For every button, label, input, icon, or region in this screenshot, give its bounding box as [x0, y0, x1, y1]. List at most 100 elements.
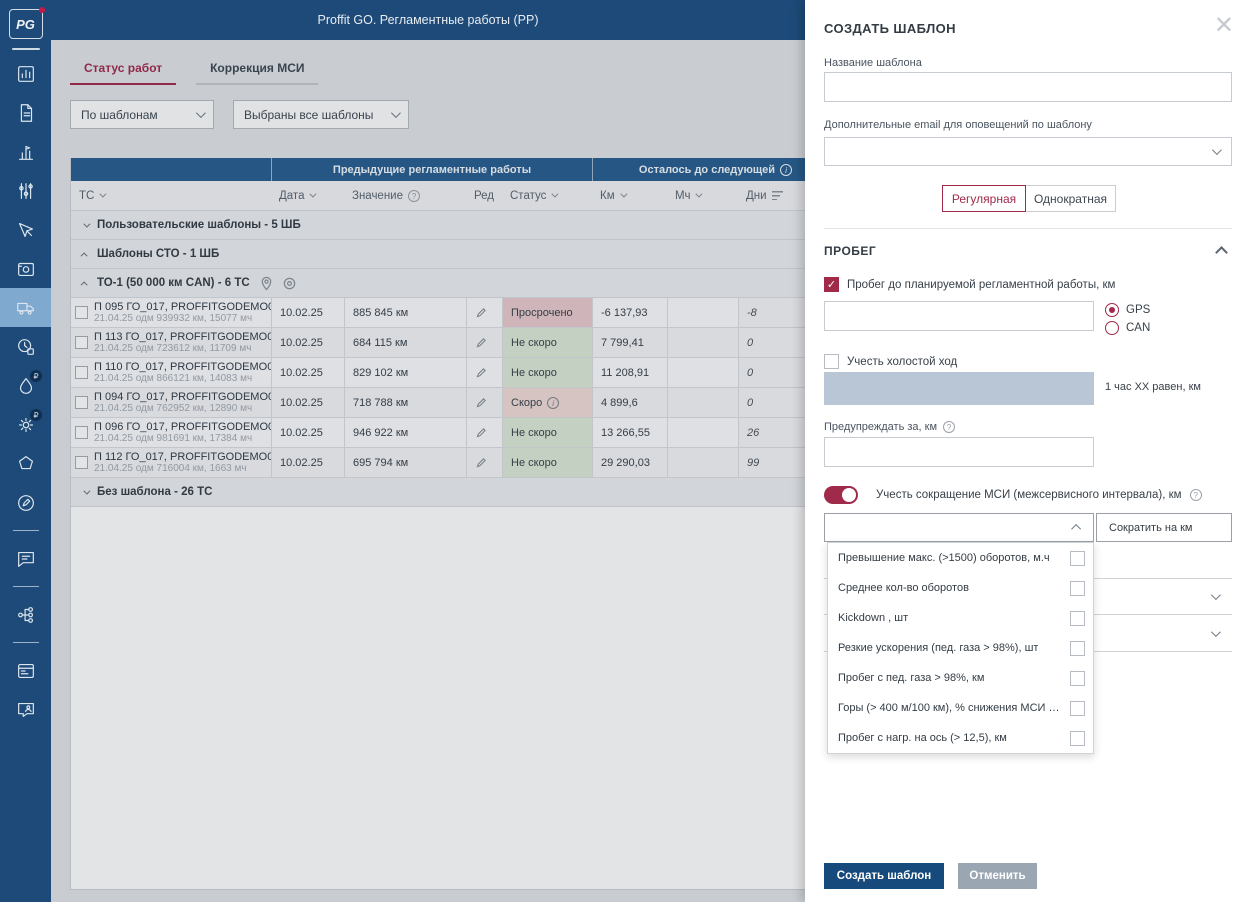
dropdown-option[interactable]: Пробег с пед. газа > 98%, км — [828, 663, 1093, 693]
dropdown-option-checkbox[interactable] — [1070, 610, 1085, 626]
dropdown-option[interactable]: Пробег с нагр. на ось (> 12,5), км — [828, 723, 1093, 753]
column-header[interactable]: Км — [592, 190, 667, 202]
table-row[interactable]: П 096 ГО_017, PROFFITGODEMO0096 21.04.25… — [71, 418, 805, 448]
sidebar-item-messages[interactable] — [0, 539, 51, 578]
sidebar-item-reports[interactable] — [0, 93, 51, 132]
target-icon[interactable] — [282, 276, 297, 291]
dropdown-option-checkbox[interactable] — [1070, 670, 1085, 686]
column-header-icon[interactable] — [695, 190, 703, 198]
sidebar-item-edit[interactable] — [0, 483, 51, 522]
column-header-icon[interactable] — [309, 190, 317, 198]
column-header[interactable]: Статус — [502, 190, 592, 202]
sidebar-item-history[interactable] — [0, 327, 51, 366]
sidebar-item-telemetry[interactable] — [0, 210, 51, 249]
tab-work-status[interactable]: Статус работ — [70, 55, 177, 85]
collapse-chevron-icon[interactable] — [80, 251, 88, 259]
row-checkbox[interactable] — [75, 306, 88, 319]
mileage-checkbox[interactable]: ✓ — [824, 277, 839, 292]
collapse-chevron-icon[interactable] — [80, 280, 88, 288]
edit-cell[interactable] — [466, 328, 502, 357]
table-row[interactable]: П 113 ГО_017, PROFFITGODEMO0113 21.04.25… — [71, 328, 805, 358]
dropdown-option[interactable]: Среднее кол-во оборотов — [828, 573, 1093, 603]
gps-radio[interactable] — [1105, 303, 1119, 317]
column-header-icon[interactable] — [619, 190, 628, 198]
group-by-dropdown[interactable]: По шаблонам — [70, 100, 214, 129]
row-checkbox[interactable] — [75, 456, 88, 469]
edit-cell[interactable] — [466, 448, 502, 477]
column-header[interactable]: Мч — [667, 190, 738, 202]
section-collapse-icon[interactable] — [1215, 246, 1228, 259]
sidebar-item-settings[interactable] — [0, 171, 51, 210]
can-radio-row[interactable]: CAN — [1105, 321, 1150, 335]
column-header[interactable]: Ред — [474, 189, 495, 202]
edit-cell[interactable] — [466, 358, 502, 387]
type-once-button[interactable]: Однократная — [1026, 185, 1116, 212]
row-checkbox[interactable] — [75, 396, 88, 409]
sidebar-item-geozones[interactable] — [0, 444, 51, 483]
sidebar-item-fuel[interactable]: ₽ — [0, 366, 51, 405]
question-icon[interactable]: ? — [943, 421, 956, 433]
column-header[interactable]: Дни — [738, 190, 805, 202]
type-regular-button[interactable]: Регулярная — [942, 185, 1026, 212]
can-radio[interactable] — [1105, 321, 1119, 335]
dropdown-option[interactable]: Kickdown , шт — [828, 603, 1093, 633]
column-header-icon[interactable] — [771, 191, 783, 200]
row-checkbox[interactable] — [75, 366, 88, 379]
dropdown-option-checkbox[interactable] — [1070, 640, 1085, 656]
location-pin-icon[interactable] — [259, 276, 274, 291]
edit-cell[interactable] — [466, 388, 502, 417]
row-checkbox[interactable] — [75, 426, 88, 439]
mileage-checkbox-row[interactable]: ✓ Пробег до планируемой регламентной раб… — [824, 277, 1115, 292]
dropdown-option[interactable]: Горы (> 400 м/100 км), % снижения МСИ на… — [828, 693, 1093, 723]
template-group-row[interactable]: Шаблоны СТО - 1 ШБ — [71, 240, 805, 269]
sidebar-item-network[interactable] — [0, 595, 51, 634]
column-header[interactable]: Значение — [344, 189, 466, 202]
msi-parameter-combobox[interactable] — [824, 513, 1094, 542]
question-icon[interactable]: ? — [1189, 489, 1202, 501]
collapse-chevron-icon[interactable] — [83, 220, 91, 228]
template-name-input[interactable] — [824, 72, 1232, 102]
info-icon[interactable]: i — [780, 163, 793, 176]
sidebar-item-dashboard[interactable] — [0, 54, 51, 93]
column-header-icon[interactable] — [408, 189, 420, 202]
table-row[interactable]: П 112 ГО_017, PROFFITGODEMO0112 21.04.25… — [71, 448, 805, 478]
collapse-chevron-icon[interactable] — [83, 487, 91, 495]
sidebar-item-statistics[interactable] — [0, 132, 51, 171]
dropdown-option[interactable]: Превышение макс. (>1500) оборотов, м.ч — [828, 543, 1093, 573]
sidebar-item-support[interactable] — [0, 690, 51, 729]
template-group-row[interactable]: ТО-1 (50 000 км CAN) - 6 ТС — [71, 269, 805, 298]
dropdown-option-checkbox[interactable] — [1070, 580, 1085, 596]
sidebar-item-maintenance[interactable] — [0, 288, 51, 327]
create-template-button[interactable]: Создать шаблон — [824, 863, 944, 889]
dropdown-option-checkbox[interactable] — [1070, 550, 1085, 566]
dropdown-option-checkbox[interactable] — [1070, 700, 1085, 716]
idle-checkbox[interactable] — [824, 354, 839, 369]
gps-radio-row[interactable]: GPS — [1105, 303, 1150, 317]
email-select[interactable] — [824, 137, 1232, 166]
column-header-icon[interactable] — [99, 190, 107, 198]
sidebar-item-terminal[interactable] — [0, 651, 51, 690]
dropdown-option[interactable]: Резкие ускорения (пед. газа > 98%), шт — [828, 633, 1093, 663]
edit-cell[interactable] — [466, 418, 502, 447]
tab-msi-correction[interactable]: Коррекция МСИ — [196, 55, 319, 85]
template-filter-dropdown[interactable]: Выбраны все шаблоны — [233, 100, 409, 129]
msi-toggle[interactable] — [824, 486, 858, 504]
no-template-group-row[interactable]: Без шаблона - 26 ТС — [71, 478, 805, 507]
sidebar-item-media[interactable] — [0, 249, 51, 288]
template-group-row[interactable]: Пользовательские шаблоны - 5 ШБ — [71, 211, 805, 240]
mileage-input[interactable] — [824, 301, 1094, 331]
column-header-icon[interactable] — [551, 190, 559, 198]
table-row[interactable]: П 110 ГО_017, PROFFITGODEMO0110 21.04.25… — [71, 358, 805, 388]
row-checkbox[interactable] — [75, 336, 88, 349]
status-info-icon[interactable]: i — [547, 396, 560, 409]
warn-input[interactable] — [824, 437, 1094, 467]
edit-cell[interactable] — [466, 298, 502, 327]
column-header[interactable]: Дата — [271, 190, 344, 202]
table-row[interactable]: П 094 ГО_017, PROFFITGODEMO0094 21.04.25… — [71, 388, 805, 418]
sidebar-item-parts[interactable]: ₽ — [0, 405, 51, 444]
idle-checkbox-row[interactable]: Учесть холостой ход — [824, 354, 957, 369]
column-header[interactable]: ТС — [71, 190, 271, 202]
dropdown-option-checkbox[interactable] — [1070, 730, 1085, 746]
cancel-button[interactable]: Отменить — [958, 863, 1037, 889]
app-logo[interactable]: PG — [8, 7, 45, 39]
